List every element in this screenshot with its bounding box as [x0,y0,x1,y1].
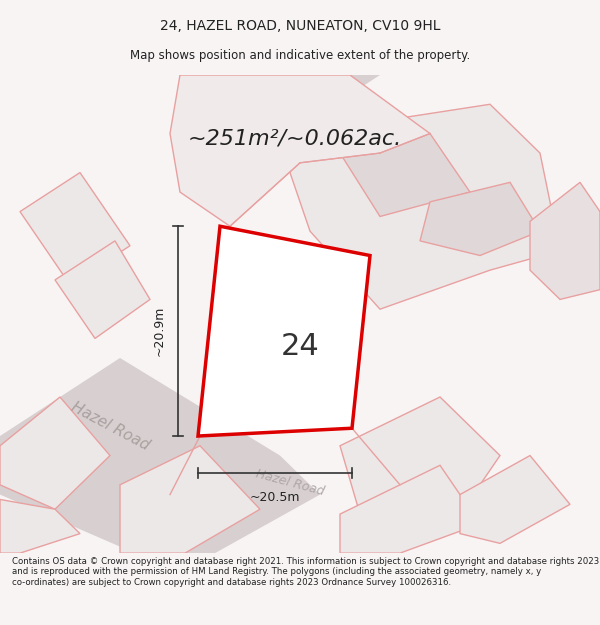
Text: ~20.5m: ~20.5m [250,491,300,504]
Polygon shape [340,397,500,514]
Polygon shape [340,134,470,216]
Polygon shape [198,226,370,436]
Polygon shape [0,397,110,509]
Polygon shape [340,465,480,553]
Polygon shape [170,75,430,226]
Polygon shape [230,265,340,388]
Polygon shape [0,358,320,572]
Polygon shape [420,182,540,256]
Text: Hazel Road: Hazel Road [254,468,326,498]
Text: Map shows position and indicative extent of the property.: Map shows position and indicative extent… [130,49,470,62]
Text: ~20.9m: ~20.9m [153,306,166,356]
Text: ~251m²/~0.062ac.: ~251m²/~0.062ac. [188,128,402,148]
Text: 24: 24 [281,332,319,361]
Text: 24, HAZEL ROAD, NUNEATON, CV10 9HL: 24, HAZEL ROAD, NUNEATON, CV10 9HL [160,19,440,32]
Polygon shape [200,75,380,163]
Polygon shape [290,104,560,309]
Polygon shape [460,456,570,543]
Polygon shape [55,241,150,339]
Polygon shape [0,499,80,553]
Polygon shape [120,446,260,553]
Polygon shape [530,182,600,299]
Text: Hazel Road: Hazel Road [68,399,152,453]
Polygon shape [20,173,130,285]
Text: Contains OS data © Crown copyright and database right 2021. This information is : Contains OS data © Crown copyright and d… [12,557,599,586]
